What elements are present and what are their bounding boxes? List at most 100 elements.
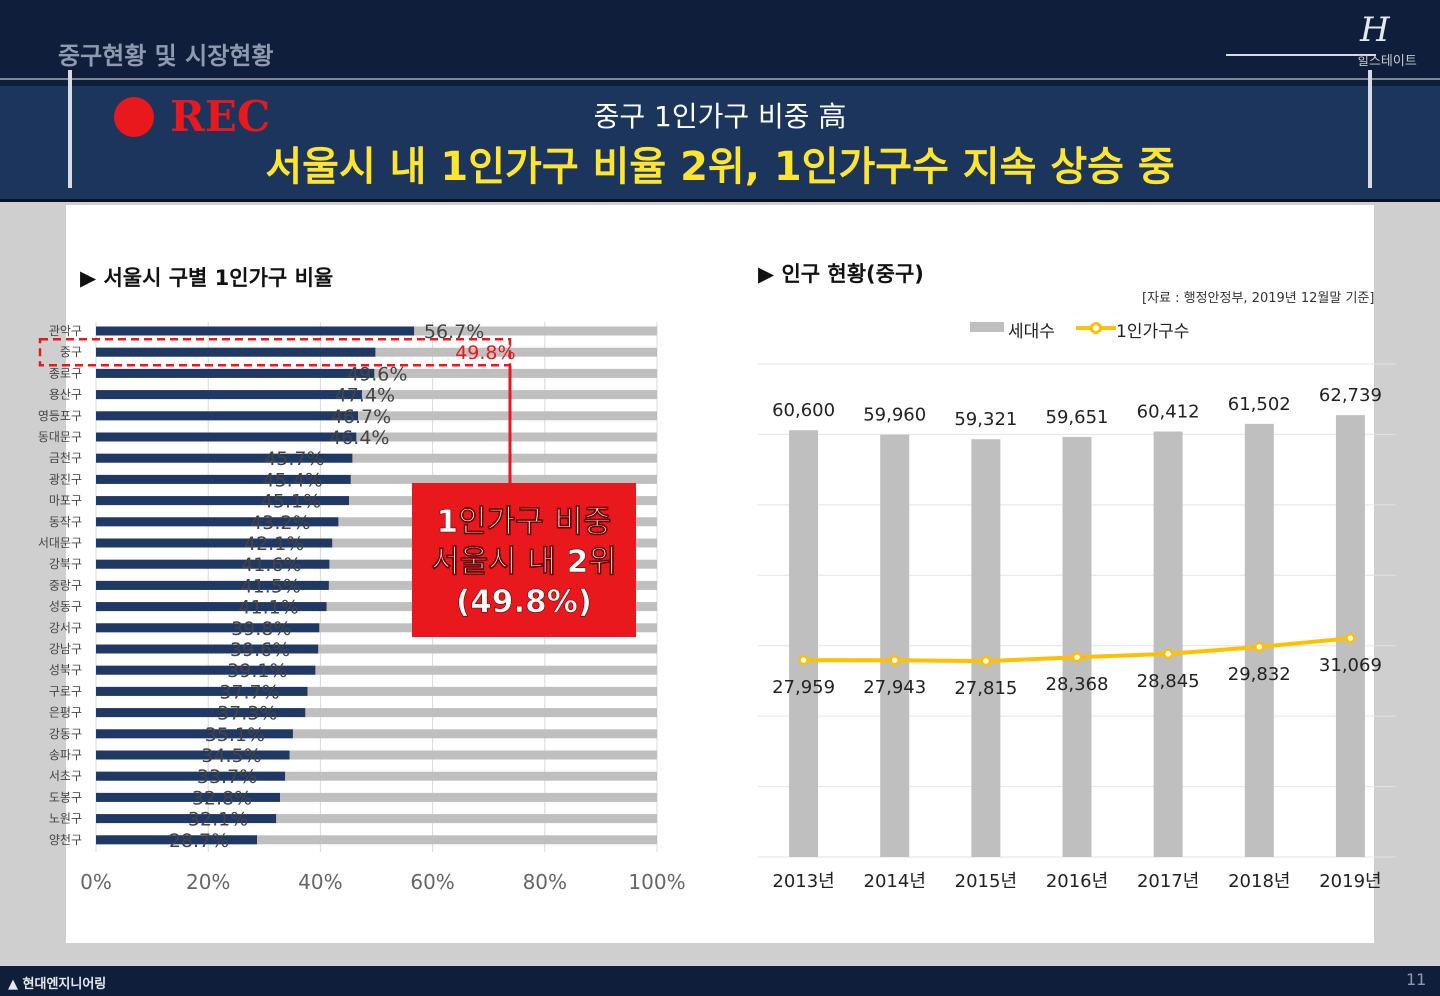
bar-track: [96, 580, 657, 590]
page-number: 11: [1406, 970, 1427, 989]
data-label: 49.8%: [455, 342, 515, 364]
category-label: 성북구: [49, 663, 82, 677]
bar-track: [96, 517, 657, 527]
bar-광진구: [96, 474, 351, 484]
single-household-point: [889, 654, 900, 666]
data-label: 41.6%: [241, 554, 301, 576]
bar-관악구: [96, 326, 415, 336]
single-household-point: [1345, 632, 1356, 644]
bar-track: [96, 792, 657, 802]
bar-용산구: [96, 390, 362, 400]
bar-강남구: [96, 644, 319, 654]
bar-track: [96, 771, 657, 781]
data-label: 28.7%: [169, 830, 229, 852]
category-label: 영등포구: [38, 409, 82, 423]
category-label: 양천구: [49, 832, 82, 847]
household-bar-2016년: [1062, 436, 1092, 857]
category-label: 도봉구: [49, 790, 82, 804]
category-label: 관악구: [49, 324, 82, 338]
brand-logo-text: 힐스테이트: [1357, 54, 1417, 69]
bar-금천구: [96, 453, 353, 463]
household-label: 59,651: [1046, 407, 1109, 428]
bar-중랑구: [96, 580, 329, 590]
category-label: 중구: [60, 345, 82, 359]
bar-track: [96, 411, 657, 421]
category-label: 종로구: [49, 366, 82, 380]
data-label: 56.7%: [424, 321, 484, 343]
year-label: 2016년: [1046, 871, 1108, 892]
category-label: 은평구: [49, 706, 82, 720]
data-label: 41.5%: [241, 575, 301, 597]
bar-track: [96, 644, 657, 654]
household-bar-2017년: [1153, 431, 1183, 857]
year-label: 2018년: [1228, 871, 1290, 892]
bar-마포구: [96, 496, 350, 506]
data-label: 39.8%: [231, 618, 291, 640]
footer-company-name: 현대엔지니어링: [22, 977, 107, 992]
category-label: 서대문구: [38, 536, 82, 550]
household-label: 62,739: [1319, 385, 1382, 406]
data-label: 42.1%: [244, 533, 304, 555]
x-tick-label: 80%: [523, 870, 567, 894]
x-tick-label: 0%: [80, 870, 112, 894]
data-label: 47.4%: [335, 385, 395, 407]
bar-노원구: [96, 814, 277, 824]
top-bar: [0, 0, 1440, 86]
bar-구로구: [96, 686, 308, 696]
callout-line: 서울시 내 2위: [431, 544, 617, 580]
category-label: 강북구: [49, 557, 82, 571]
bar-track: [96, 496, 657, 506]
bar-track: [96, 665, 657, 675]
data-label: 43.2%: [250, 512, 310, 534]
callout-line: (49.8%): [456, 584, 592, 620]
bar-서대문구: [96, 538, 333, 548]
bar-track: [96, 432, 657, 442]
bar-track: [96, 814, 657, 824]
rec-dot-icon: [114, 97, 154, 137]
bar-동작구: [96, 517, 339, 527]
household-label: 60,600: [772, 400, 835, 421]
x-tick-label: 60%: [410, 870, 454, 894]
highlight-box: [38, 337, 512, 367]
single-household-label: 28,845: [1137, 671, 1200, 692]
category-label: 마포구: [49, 494, 82, 508]
logo-divider: [1226, 54, 1376, 56]
banner-title: 서울시 내 1인가구 비율 2위, 1인가구수 지속 상승 중: [265, 144, 1175, 190]
data-label: 39.1%: [227, 660, 287, 682]
data-label: 46.4%: [329, 427, 389, 449]
legend-swatch-households: [970, 322, 1004, 332]
household-label: 61,502: [1228, 394, 1291, 415]
single-household-label: 28,368: [1046, 674, 1109, 695]
single-household-label: 27,943: [863, 677, 926, 698]
single-household-label: 31,069: [1319, 655, 1382, 676]
category-label: 광진구: [49, 472, 82, 486]
data-label: 39.6%: [230, 639, 290, 661]
data-label: 46.7%: [331, 406, 391, 428]
data-label: 37.3%: [217, 703, 277, 725]
data-label: 45.4%: [263, 469, 323, 491]
household-bar-2018년: [1244, 423, 1274, 857]
bar-track: [96, 835, 657, 845]
bar-강북구: [96, 559, 330, 569]
year-label: 2013년: [772, 871, 834, 892]
year-label: 2019년: [1319, 871, 1381, 892]
bar-track: [96, 602, 657, 612]
data-label: 33.7%: [197, 766, 257, 788]
bar-성북구: [96, 665, 316, 675]
category-label: 중랑구: [49, 578, 82, 592]
category-label: 동대문구: [38, 430, 82, 444]
bar-서초구: [96, 771, 286, 781]
banner-bracket-right: [1368, 70, 1372, 188]
category-label: 서초구: [49, 769, 82, 783]
bar-종로구: [96, 368, 375, 378]
single-household-point: [1254, 641, 1265, 653]
household-bar-2015년: [971, 439, 1001, 857]
year-label: 2015년: [955, 871, 1017, 892]
footer-bar: [0, 966, 1440, 996]
single-household-point: [980, 655, 992, 667]
category-label: 금천구: [49, 450, 82, 465]
household-bar-2013년: [789, 430, 819, 857]
bar-track: [96, 390, 657, 400]
household-label: 60,412: [1137, 402, 1200, 423]
